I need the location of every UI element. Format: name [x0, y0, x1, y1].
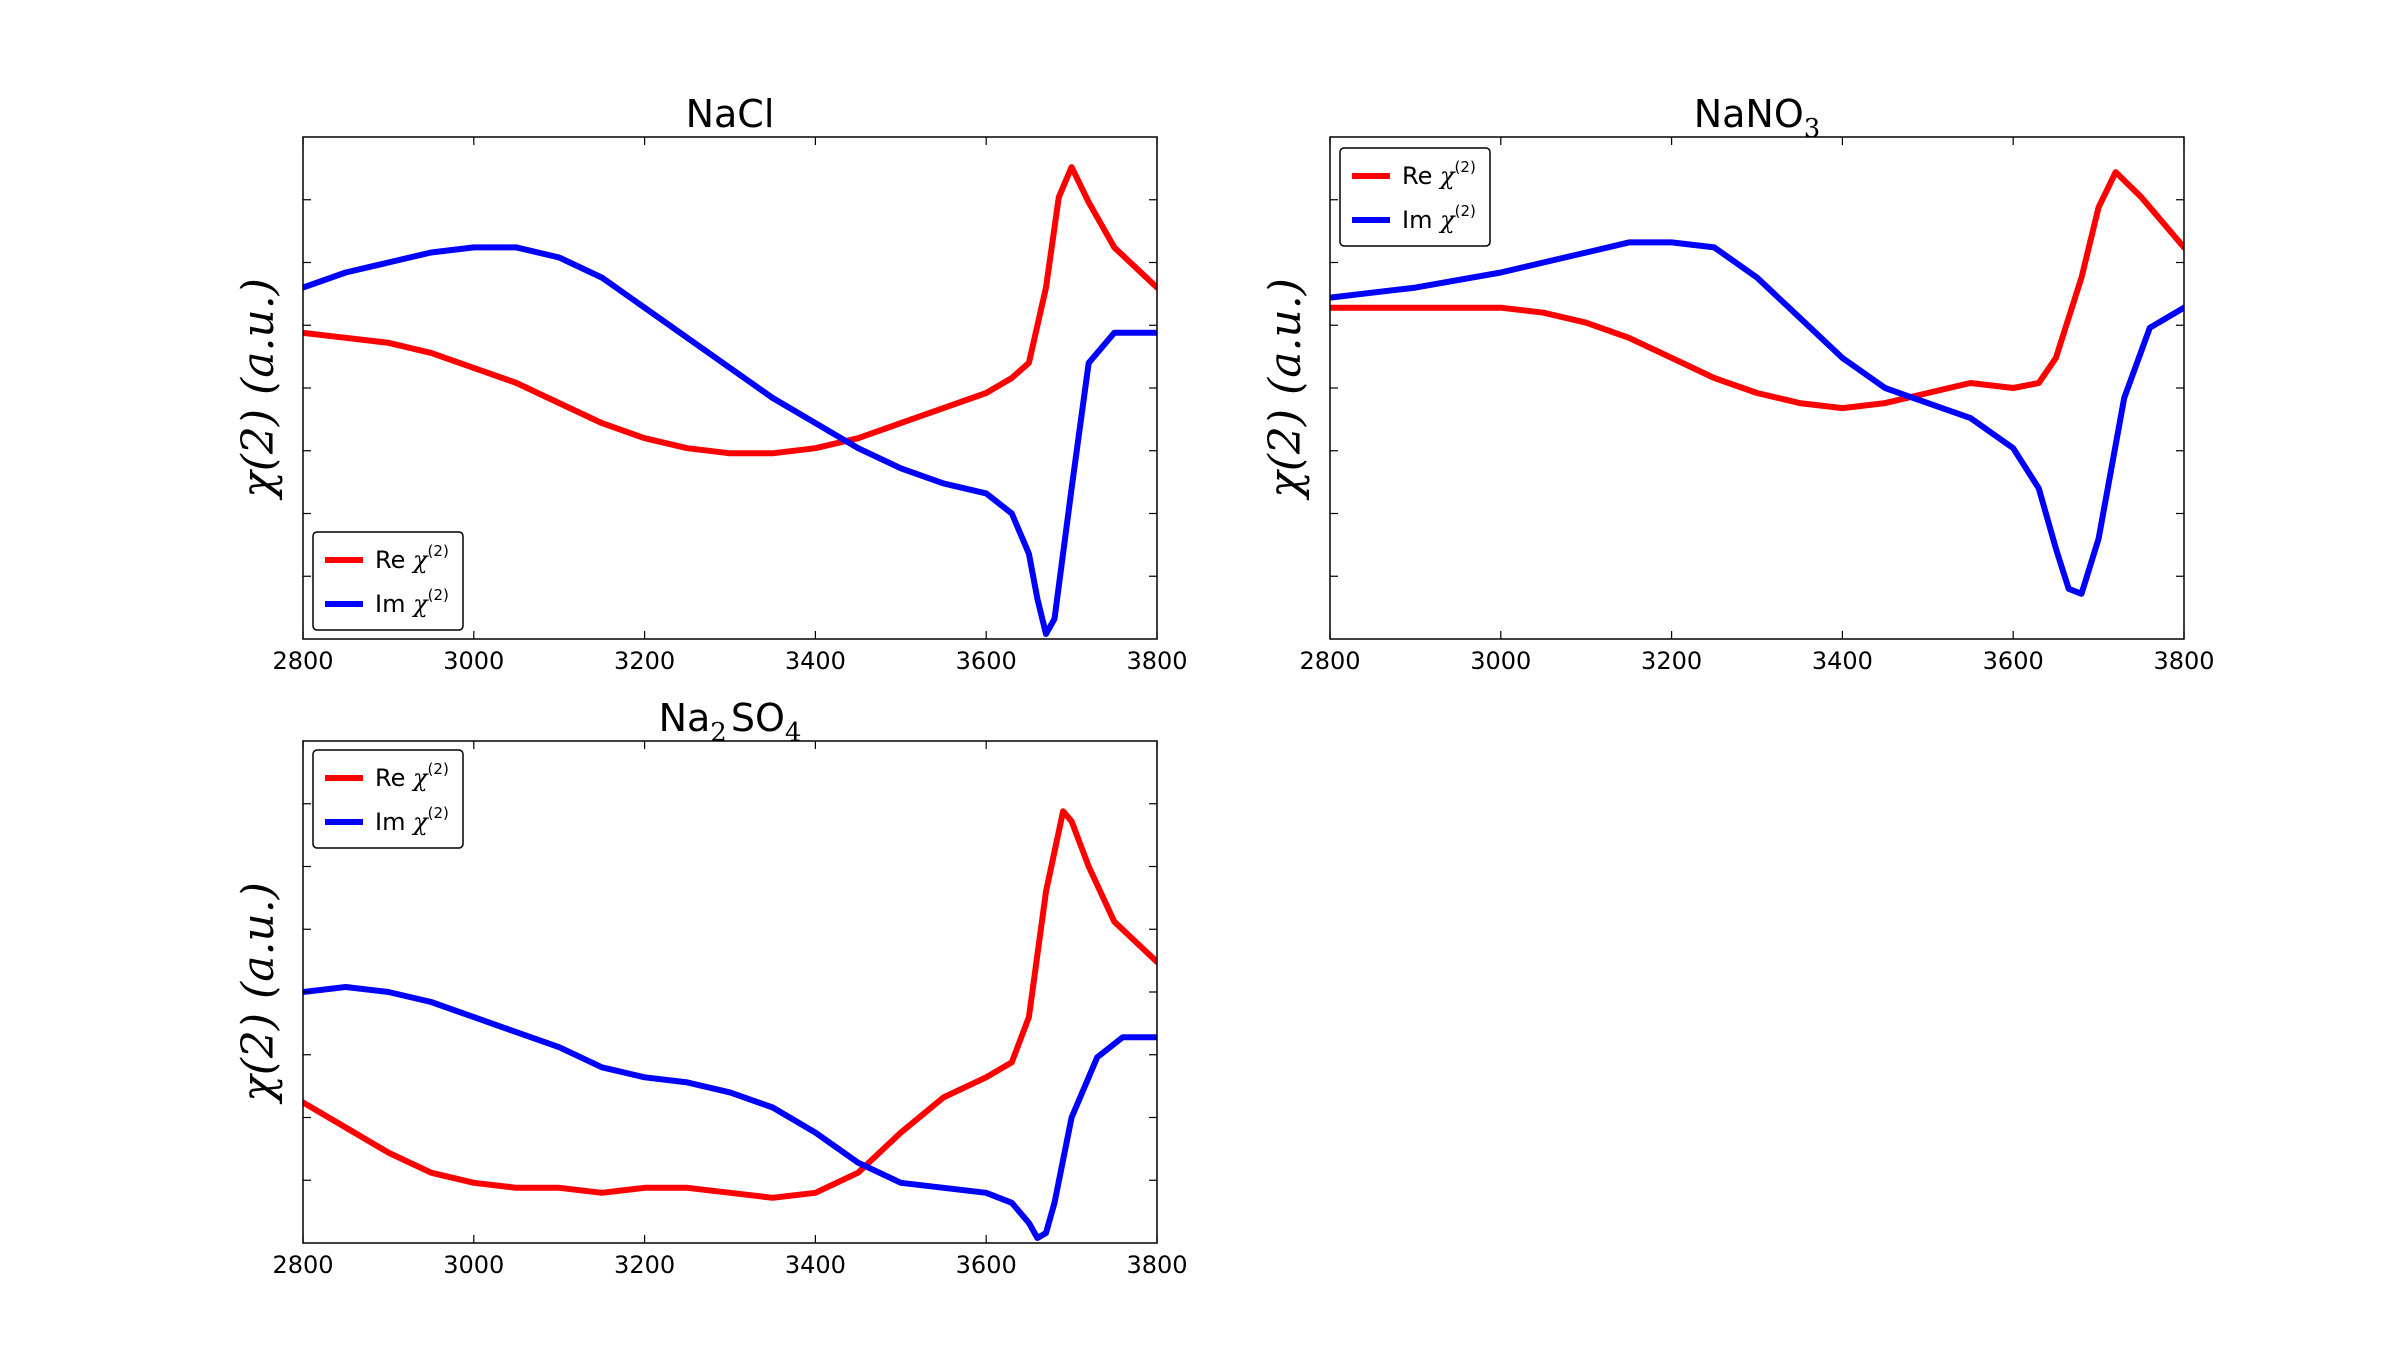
legend-label-im: Im χ(2) [375, 804, 449, 836]
x-tick-label: 2800 [272, 1251, 333, 1279]
chart-panel-1: 2800 3000 3200 3400 3600 3800 NaCl χ(2) (a.u.) R… [233, 92, 1188, 675]
chart-title: Na2 SO4 [659, 696, 802, 748]
legend-label-re: Re χ(2) [375, 760, 449, 792]
x-tick-label: 3600 [956, 647, 1017, 675]
y-axis-label: χ(2) (a.u.) [1260, 278, 1311, 501]
x-tick-label: 3200 [614, 647, 675, 675]
series-line-im [303, 984, 1157, 1241]
series-line-im [303, 244, 1157, 637]
x-tick-label: 2800 [1299, 647, 1360, 675]
x-tick-label: 3600 [956, 1251, 1017, 1279]
x-tick-label: 3400 [785, 1251, 846, 1279]
series-line-re [1330, 169, 2184, 412]
x-tick-label: 3200 [614, 1251, 675, 1279]
series-line-re [303, 808, 1157, 1201]
x-tick-label: 3000 [443, 647, 504, 675]
series-group [303, 164, 1157, 637]
x-tick-label: 3400 [785, 647, 846, 675]
x-tick-label: 3000 [443, 1251, 504, 1279]
legend-label-re: Re χ(2) [1402, 158, 1476, 190]
series-group [303, 808, 1157, 1241]
series-line-re [303, 164, 1157, 457]
legend-label-im: Im χ(2) [375, 586, 449, 618]
x-tick-label: 3800 [1126, 647, 1187, 675]
legend: Re χ(2) Im χ(2) [1339, 147, 1491, 247]
chart-panel-3: 2800 3000 3200 3400 3600 3800 Na2 SO4 χ(2) (a.u.… [233, 696, 1188, 1279]
legend-label-re: Re χ(2) [375, 542, 449, 574]
legend: Re χ(2) Im χ(2) [312, 749, 464, 849]
chart-panel-2: 2800 3000 3200 3400 3600 3800 NaNO3 χ(2) (a.u.)… [1260, 92, 2215, 675]
chart-title: NaCl [686, 92, 775, 136]
legend-label-im: Im χ(2) [1402, 202, 1476, 234]
legend: Re χ(2) Im χ(2) [312, 531, 464, 631]
series-line-im [1330, 239, 2184, 597]
x-tick-label: 3800 [1126, 1251, 1187, 1279]
x-tick-label: 3400 [1812, 647, 1873, 675]
chart-title: NaNO3 [1694, 92, 1821, 144]
y-axis-label: χ(2) (a.u.) [233, 278, 284, 501]
y-axis-label: χ(2) (a.u.) [233, 882, 284, 1105]
x-tick-label: 3200 [1641, 647, 1702, 675]
x-tick-label: 3000 [1470, 647, 1531, 675]
series-group [1330, 169, 2184, 597]
x-tick-label: 3600 [1983, 647, 2044, 675]
x-tick-label: 3800 [2153, 647, 2214, 675]
x-tick-label: 2800 [272, 647, 333, 675]
